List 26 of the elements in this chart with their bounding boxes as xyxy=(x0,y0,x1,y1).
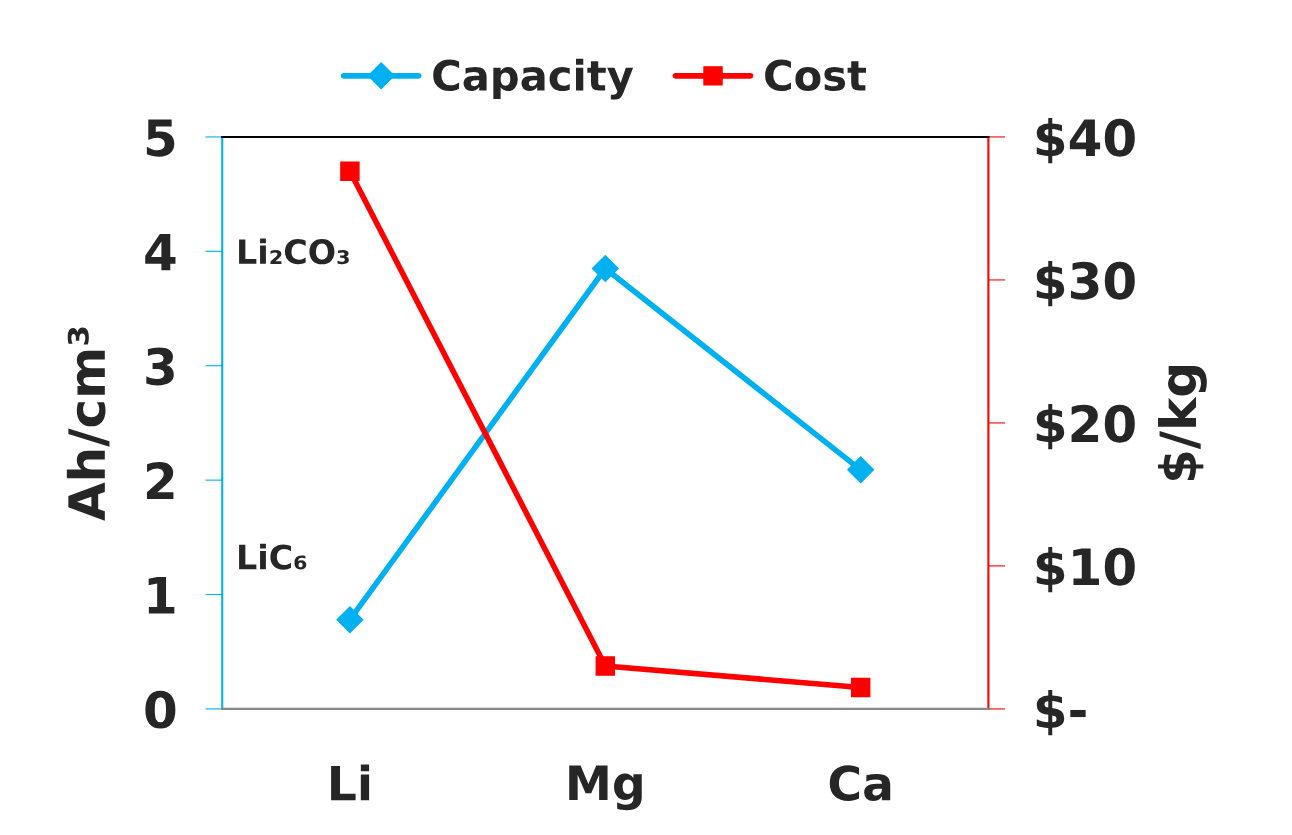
point xyxy=(595,656,616,676)
point xyxy=(336,606,364,634)
annotation: LiC₆ xyxy=(239,543,307,570)
y-tick-label: 2 xyxy=(146,462,174,500)
y-tick-label: 0 xyxy=(145,690,176,729)
y2-tick-label: $10 xyxy=(1036,546,1135,593)
y2-axis-title: $/kg xyxy=(1158,366,1207,481)
point xyxy=(850,677,871,698)
y2-tick-label: $40 xyxy=(1036,117,1135,164)
legend-label: Cost xyxy=(765,59,866,92)
point xyxy=(340,161,360,181)
x-tick-label: Ca xyxy=(829,765,891,802)
y-tick-label: 3 xyxy=(146,347,174,386)
x-tick-label: Mg xyxy=(569,765,642,811)
point xyxy=(591,255,619,282)
annotation: Li₂CO₃ xyxy=(239,238,349,265)
legend-label: Capacity xyxy=(433,58,634,100)
y-axis-title: Ah/cm³ xyxy=(66,327,110,521)
point xyxy=(847,456,875,484)
y-tick-label: 5 xyxy=(146,119,175,157)
y-tick-label: 4 xyxy=(145,233,176,271)
y-tick-label: 1 xyxy=(148,577,175,614)
y2-tick-label: $- xyxy=(1036,689,1086,736)
y2-tick-label: $30 xyxy=(1036,260,1135,307)
y2-tick-label: $20 xyxy=(1036,403,1135,450)
x-tick-label: Li xyxy=(331,764,370,801)
